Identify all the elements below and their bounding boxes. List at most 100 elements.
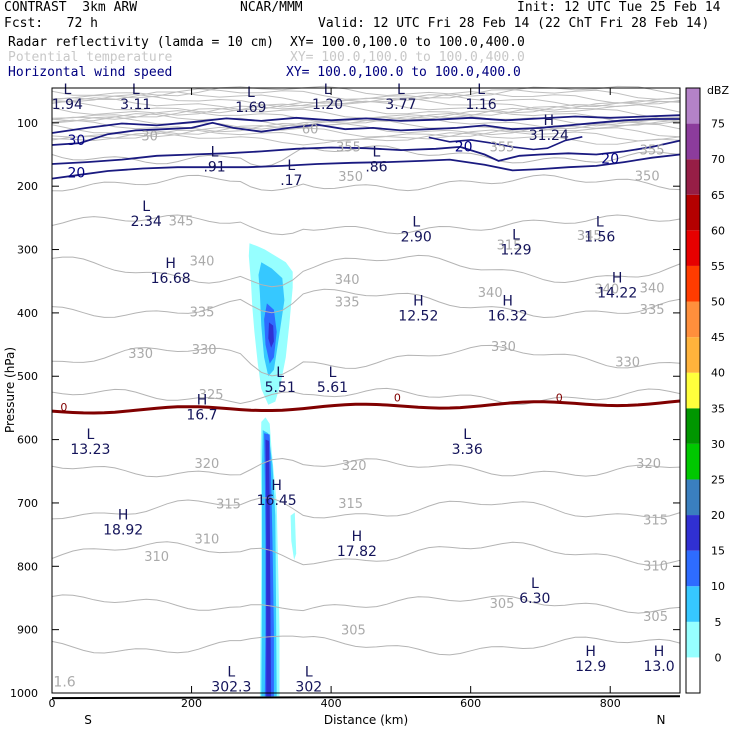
- theta-label: 315: [643, 513, 668, 528]
- theta-contour: [51, 288, 681, 319]
- extremum-value: 13.0: [643, 659, 674, 675]
- extremum-marker: L: [531, 576, 539, 592]
- radar-echoes: [248, 243, 297, 697]
- field-xy-reflectivity: XY= 100.0,100.0 to 100.0,400.0: [290, 35, 525, 50]
- extremum-value: 14.22: [597, 286, 637, 302]
- theta-contour: [51, 97, 681, 111]
- extremum-marker: L: [276, 365, 284, 381]
- theta-label: 315: [497, 239, 522, 254]
- extremum-marker: L: [412, 214, 420, 230]
- theta-label: 355: [490, 140, 515, 155]
- theta-contour: [51, 85, 681, 97]
- extremum-value: 1.94: [52, 97, 83, 113]
- wind-label: 20: [68, 165, 86, 181]
- theta-label: 30: [141, 130, 158, 145]
- colorbar-swatch: [686, 621, 700, 658]
- field-name-wind: Horizontal wind speed: [8, 65, 173, 80]
- extremum-marker: L: [373, 145, 381, 161]
- extremum-value: 16.7: [186, 407, 217, 423]
- wind-contour-20: [51, 153, 681, 180]
- wind-label: 30: [68, 133, 86, 149]
- colorbar-swatch: [686, 337, 700, 373]
- y-tick-label: 800: [17, 560, 38, 573]
- theta-label: 330: [128, 347, 153, 362]
- x-axis-label: Distance (km): [324, 713, 408, 727]
- theta-contour: [51, 93, 681, 108]
- extremum-value: 2.90: [401, 229, 432, 245]
- colorbar-swatch: [686, 550, 700, 587]
- theta-label: 310: [194, 532, 219, 547]
- extremum-value: 3.77: [385, 97, 416, 113]
- field-name-reflectivity: Radar reflectivity (lamda = 10 cm): [8, 35, 275, 50]
- extremum-value: 6.30: [519, 591, 550, 607]
- extremum-marker: L: [287, 158, 295, 174]
- extremum-marker: H: [612, 271, 623, 287]
- wind-label: 20: [455, 139, 473, 155]
- zero-label: 0: [556, 392, 563, 405]
- colorbar-swatch: [686, 194, 700, 231]
- theta-contour: [51, 457, 681, 478]
- colorbar-swatch: [686, 123, 700, 160]
- theta-contour: [51, 541, 681, 566]
- colorbar-level-label: 30: [711, 438, 725, 451]
- theta-label: 335: [335, 296, 360, 311]
- theta-contour: [51, 91, 681, 104]
- wind-contour-20: [51, 139, 681, 165]
- echo-20dbz: [265, 439, 272, 697]
- organization: NCAR/MMM: [240, 0, 303, 15]
- extremum-value: .17: [280, 173, 302, 189]
- colorbar-level-label: 25: [711, 473, 725, 486]
- colorbar-level-label: 45: [711, 331, 725, 344]
- extremum-marker: L: [211, 145, 219, 161]
- x-tick-label: 800: [600, 697, 621, 710]
- echo-20dbz: [268, 322, 274, 348]
- colorbar-swatch: [686, 159, 700, 195]
- theta-contour: [51, 100, 681, 114]
- colorbar-level-label: 5: [715, 616, 722, 629]
- theta-label: 355: [640, 144, 665, 159]
- extremum-value: 2.34: [131, 214, 162, 230]
- forecast-hour: Fcst: 72 h: [4, 16, 98, 31]
- extremum-marker: L: [397, 82, 405, 98]
- extremum-marker: H: [165, 256, 176, 272]
- theta-label: 340: [640, 282, 665, 297]
- extremum-value: 1.6: [53, 675, 75, 691]
- theta-label: 305: [643, 610, 668, 625]
- theta-label: 330: [192, 343, 217, 358]
- colorbar-swatch: [686, 230, 700, 266]
- x-tick-label: 200: [181, 697, 202, 710]
- colorbar-swatch: [686, 265, 700, 302]
- extremum-value: 5.51: [265, 380, 296, 396]
- colorbar-swatch: [686, 88, 700, 124]
- theta-label: 310: [643, 560, 668, 575]
- x-end-label-right: N: [657, 713, 666, 727]
- init-time: Init: 12 UTC Tue 25 Feb 14: [517, 0, 721, 15]
- theta-label: 335: [190, 306, 215, 321]
- wind-contour-40: [51, 114, 681, 134]
- extremum-marker: L: [329, 365, 337, 381]
- extremum-marker: L: [142, 199, 150, 215]
- colorbar-level-label: 0: [715, 651, 722, 664]
- colorbar-swatch: [686, 443, 700, 480]
- zero-label: 0: [394, 392, 401, 405]
- contour-labels: 30 60 355 355 355 350 350 345 340 340 340 340 340 335…: [52, 82, 675, 696]
- extremum-value: 1.20: [312, 97, 343, 113]
- extremum-value: 3.11: [120, 97, 151, 113]
- theta-contour: [51, 344, 681, 377]
- extremum-marker: L: [86, 427, 94, 443]
- extremum-value: .91: [203, 160, 225, 176]
- theta-label: 330: [491, 340, 516, 355]
- theta-contours: [51, 85, 681, 656]
- theta-label: 305: [341, 624, 366, 639]
- x-end-label-left: S: [84, 713, 92, 727]
- colorbar-unit: dBZ: [707, 84, 730, 97]
- zero-contour-line: [51, 399, 681, 415]
- colorbar-border: [685, 87, 701, 694]
- colorbar-level-label: 35: [711, 402, 725, 415]
- y-tick-label: 400: [17, 307, 38, 320]
- theta-label: 60: [302, 123, 319, 138]
- theta-contour: [51, 497, 681, 520]
- extremum-marker: H: [585, 644, 596, 660]
- y-tick-label: 100: [17, 117, 38, 130]
- theta-label: 320: [636, 457, 661, 472]
